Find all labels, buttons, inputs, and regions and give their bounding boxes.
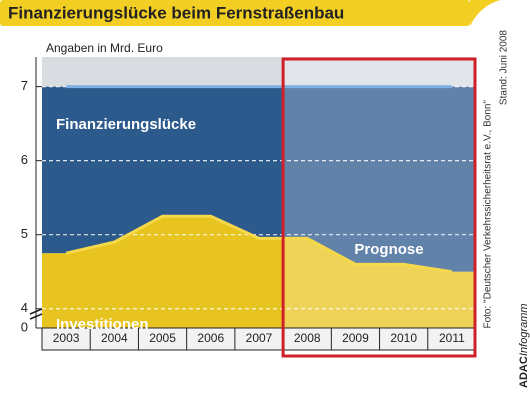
y-tick-label: 5 xyxy=(21,226,28,241)
x-tick-label: 2004 xyxy=(101,331,128,345)
y-tick-label: 7 xyxy=(21,78,28,93)
y-tick-label: 6 xyxy=(21,152,28,167)
x-tick-label: 2003 xyxy=(53,331,80,345)
title-bar xyxy=(0,0,470,26)
series-label: Investitionen xyxy=(56,316,149,333)
x-tick-label: 2009 xyxy=(342,331,369,345)
gap-area xyxy=(42,86,476,272)
x-tick-label: 2006 xyxy=(197,331,224,345)
chart-title: Finanzierungslücke beim Fernstraßenbau xyxy=(8,3,344,22)
subtitle: Angaben in Mrd. Euro xyxy=(46,41,163,55)
x-tick-label: 2011 xyxy=(439,331,465,345)
forecast-frame xyxy=(281,57,477,358)
series-line xyxy=(65,214,453,274)
y-tick-label: 4 xyxy=(21,300,28,315)
x-tick-label: 2010 xyxy=(390,331,417,345)
title-bar-end xyxy=(470,0,500,26)
brand-suffix: Infogramm xyxy=(518,303,530,356)
series-label: Finanzierungslücke xyxy=(56,116,196,133)
investment-area xyxy=(42,216,476,328)
axis-break xyxy=(29,308,43,320)
photo-credit: Foto: "Deutscher Verkehrssicherheitsrat … xyxy=(483,100,494,329)
y-tick-label: 0 xyxy=(21,319,28,334)
forecast-shade xyxy=(283,57,476,328)
date-note: Stand: Juni 2008 xyxy=(499,30,510,105)
x-tick-label: 2008 xyxy=(294,331,321,345)
forecast-label: Prognose xyxy=(354,241,423,258)
brand: ADAC xyxy=(518,356,530,388)
x-tick-label: 2005 xyxy=(149,331,176,345)
x-tick-label: 2007 xyxy=(246,331,273,345)
